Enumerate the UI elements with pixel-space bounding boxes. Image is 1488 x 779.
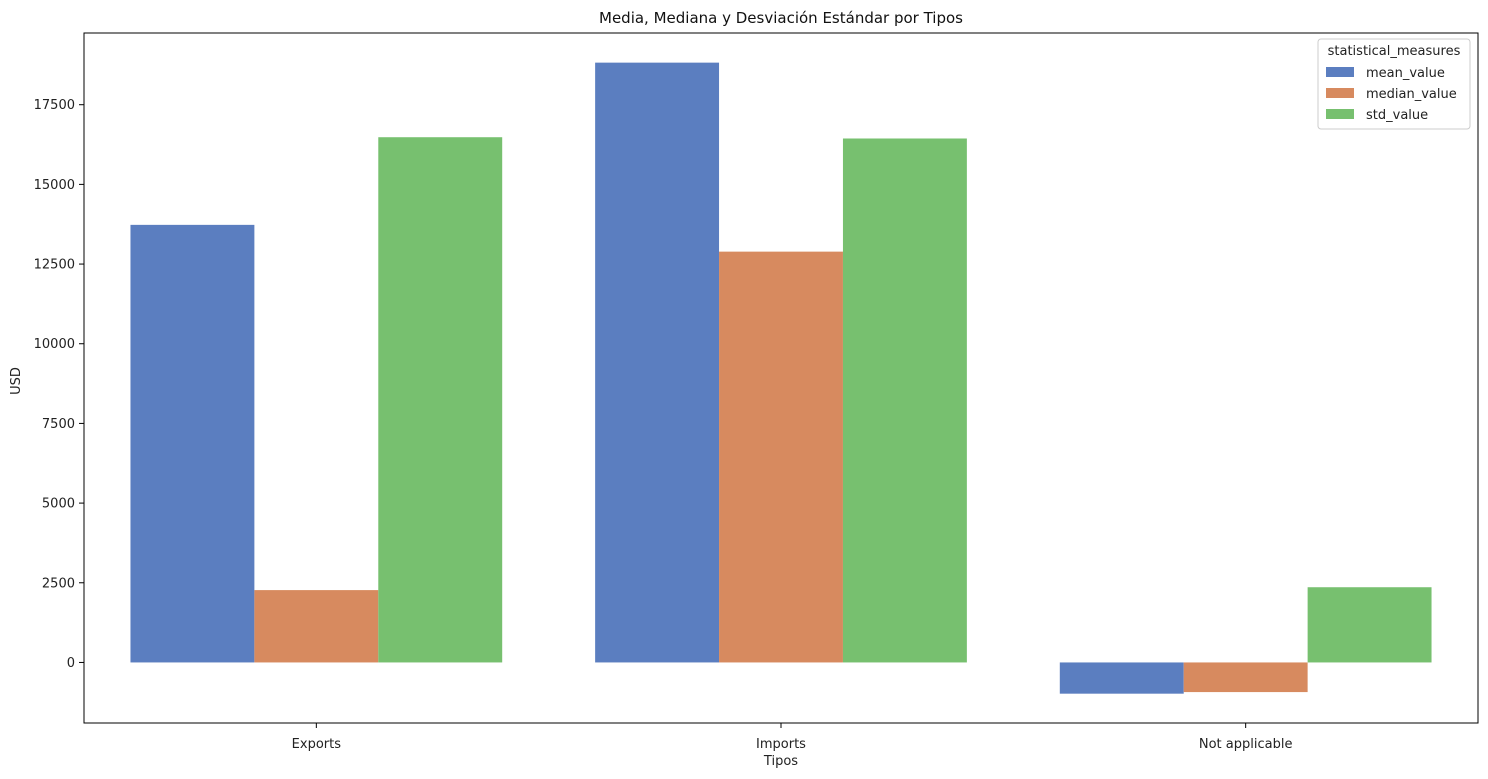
x-tick-label: Imports	[756, 737, 806, 752]
bar-mean_value-imports	[595, 62, 720, 663]
x-tick-label: Not applicable	[1199, 737, 1293, 752]
bar-std_value-not-applicable	[1307, 587, 1432, 663]
legend-label-mean_value: mean_value	[1366, 66, 1445, 81]
legend-swatch-median_value	[1326, 88, 1354, 98]
x-tick-label: Exports	[292, 737, 342, 752]
y-tick-label: 7500	[42, 417, 75, 432]
bar-mean_value-not-applicable	[1059, 662, 1184, 694]
y-tick-label: 12500	[34, 258, 75, 273]
legend-swatch-std_value	[1326, 109, 1354, 119]
x-axis: Exports Imports Not applicable	[292, 723, 1293, 752]
chart-title: Media, Mediana y Desviación Estándar por…	[599, 9, 963, 27]
bar-mean_value-exports	[130, 224, 255, 663]
y-tick-label: 0	[67, 656, 75, 671]
y-axis-label: USD	[9, 367, 24, 395]
y-tick-label: 2500	[42, 576, 75, 591]
y-tick-label: 10000	[34, 337, 75, 352]
x-axis-label: Tipos	[763, 754, 798, 769]
y-tick-label: 5000	[42, 497, 75, 512]
legend-box	[1317, 38, 1471, 130]
y-axis: 0 2500 5000 7500 10000 12500 15000 17500	[34, 98, 84, 671]
legend-title: statistical_measures	[1328, 44, 1461, 59]
bar-median_value-exports	[254, 590, 379, 663]
bar-median_value-not-applicable	[1183, 662, 1308, 693]
legend-label-std_value: std_value	[1366, 108, 1428, 123]
legend-swatch-mean_value	[1326, 67, 1354, 77]
y-tick-label: 15000	[34, 178, 75, 193]
bar-std_value-exports	[378, 137, 503, 663]
y-tick-label: 17500	[34, 98, 75, 113]
bar-std_value-imports	[842, 138, 967, 663]
bars-group	[130, 62, 1432, 694]
legend: statistical_measures mean_value median_va…	[1317, 38, 1471, 130]
bar-median_value-imports	[719, 251, 843, 663]
legend-label-median_value: median_value	[1366, 87, 1457, 102]
